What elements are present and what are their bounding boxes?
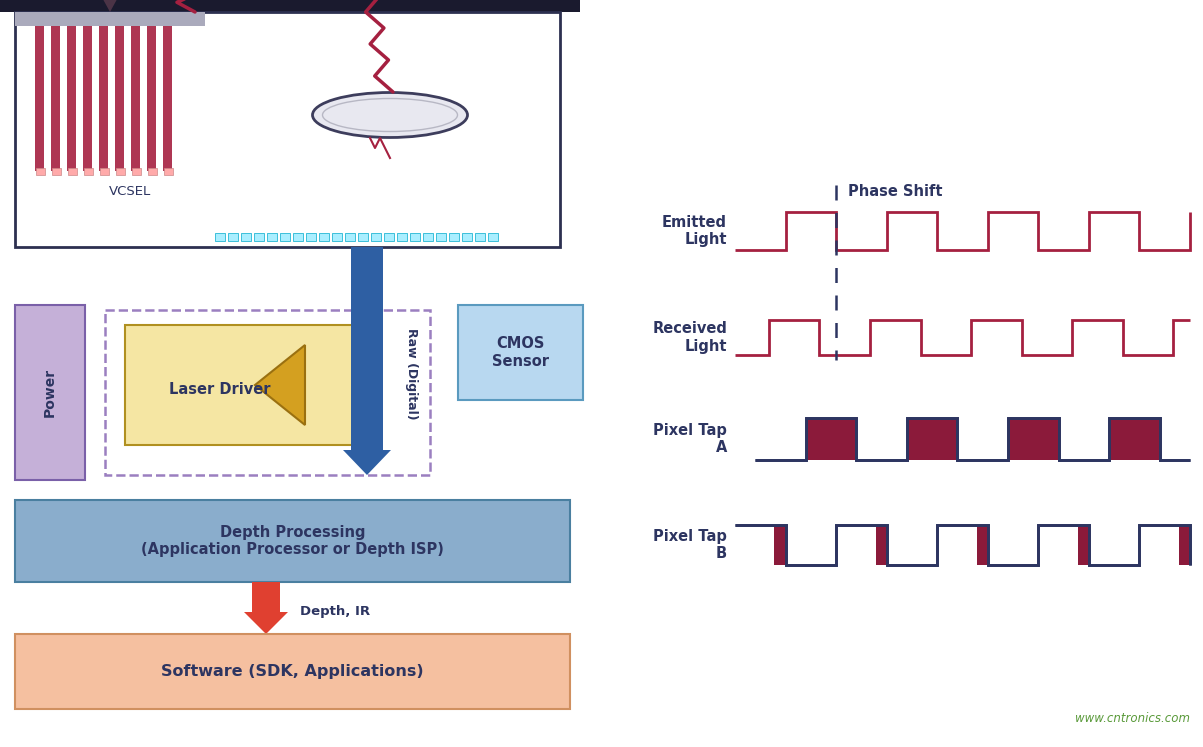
- Bar: [100, 168, 109, 175]
- Ellipse shape: [313, 93, 468, 137]
- Bar: [294, 233, 303, 241]
- Bar: [907, 418, 958, 460]
- Bar: [131, 26, 140, 171]
- Text: Software (SDK, Applications): Software (SDK, Applications): [161, 664, 423, 679]
- Bar: [35, 26, 45, 171]
- Bar: [105, 310, 429, 475]
- Polygon shape: [90, 0, 130, 12]
- Bar: [384, 233, 395, 241]
- Bar: [69, 168, 77, 175]
- Text: Depth Processing
(Application Processor or Depth ISP): Depth Processing (Application Processor …: [141, 525, 444, 557]
- Text: Pixel Tap
A: Pixel Tap A: [653, 423, 727, 455]
- FancyBboxPatch shape: [14, 305, 85, 480]
- Bar: [488, 233, 498, 241]
- Bar: [115, 26, 124, 171]
- Bar: [14, 12, 205, 26]
- Bar: [345, 233, 355, 241]
- FancyArrow shape: [244, 582, 288, 634]
- Bar: [475, 233, 485, 241]
- FancyBboxPatch shape: [125, 325, 355, 445]
- Text: CMOS
Sensor: CMOS Sensor: [492, 336, 549, 369]
- Bar: [435, 233, 446, 241]
- Bar: [1078, 525, 1089, 565]
- Bar: [1109, 418, 1160, 460]
- Text: Depth, IR: Depth, IR: [300, 606, 371, 619]
- Bar: [162, 26, 172, 171]
- Bar: [423, 233, 433, 241]
- Text: Pixel Tap
B: Pixel Tap B: [653, 529, 727, 561]
- Bar: [115, 168, 125, 175]
- Bar: [148, 168, 158, 175]
- Bar: [99, 26, 108, 171]
- Bar: [229, 233, 238, 241]
- Bar: [410, 233, 420, 241]
- Bar: [84, 168, 93, 175]
- Bar: [319, 233, 328, 241]
- Bar: [449, 233, 460, 241]
- Bar: [280, 233, 290, 241]
- Bar: [371, 233, 381, 241]
- FancyBboxPatch shape: [14, 634, 570, 709]
- Bar: [51, 26, 60, 171]
- Bar: [775, 525, 786, 565]
- Text: Emitted
Light: Emitted Light: [662, 215, 727, 247]
- Text: Received
Light: Received Light: [652, 321, 727, 353]
- Bar: [147, 26, 156, 171]
- Text: www.cntronics.com: www.cntronics.com: [1075, 712, 1190, 725]
- FancyBboxPatch shape: [458, 305, 583, 400]
- Bar: [1008, 418, 1059, 460]
- FancyBboxPatch shape: [14, 500, 570, 582]
- Bar: [132, 168, 141, 175]
- Bar: [1179, 525, 1190, 565]
- Bar: [806, 418, 857, 460]
- Bar: [215, 233, 225, 241]
- Polygon shape: [255, 345, 306, 425]
- Bar: [358, 233, 368, 241]
- Bar: [52, 168, 61, 175]
- Text: VCSEL: VCSEL: [109, 185, 152, 198]
- Bar: [254, 233, 263, 241]
- Text: Raw (Digital): Raw (Digital): [405, 328, 417, 419]
- Bar: [267, 233, 277, 241]
- Bar: [876, 525, 887, 565]
- Bar: [0, 0, 580, 12]
- Bar: [36, 168, 45, 175]
- Bar: [83, 26, 91, 171]
- Text: Laser Driver: Laser Driver: [170, 382, 271, 397]
- Bar: [14, 12, 561, 247]
- Bar: [67, 26, 76, 171]
- Bar: [306, 233, 316, 241]
- Bar: [164, 168, 173, 175]
- FancyArrow shape: [343, 247, 391, 475]
- Bar: [241, 233, 251, 241]
- Bar: [332, 233, 342, 241]
- Bar: [462, 233, 472, 241]
- Bar: [397, 233, 407, 241]
- Bar: [977, 525, 988, 565]
- Text: Power: Power: [43, 368, 57, 417]
- Text: Phase Shift: Phase Shift: [848, 185, 943, 199]
